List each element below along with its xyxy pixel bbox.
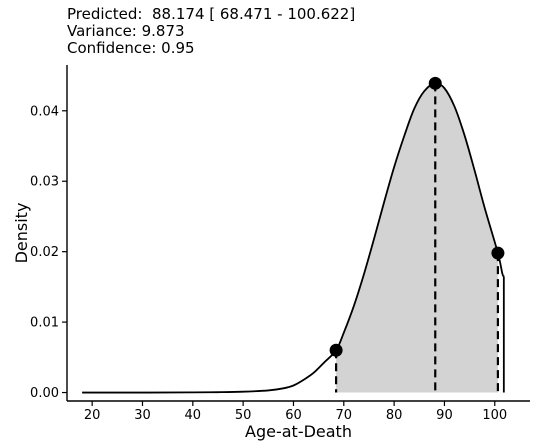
x-tick-label-40: 40 xyxy=(185,408,202,423)
marker-dash-layer xyxy=(334,83,500,393)
shaded-interval-area xyxy=(336,83,498,393)
x-tick-label-20: 20 xyxy=(84,408,101,423)
y-tick-label-4: 0.04 xyxy=(30,104,59,119)
x-tick-label-60: 60 xyxy=(285,408,302,423)
x-tick-label-90: 90 xyxy=(436,408,453,423)
marker-point-2 xyxy=(491,246,505,260)
x-tick-label-100: 100 xyxy=(482,408,507,423)
y-tick-label-2: 0.02 xyxy=(30,245,59,260)
y-tick-label-1: 0.01 xyxy=(30,316,59,331)
chart-header: Predicted: 88.174 [ 68.471 - 100.622] Va… xyxy=(67,6,355,57)
variance-text: Variance: 9.873 xyxy=(67,22,185,40)
y-axis-title: Density xyxy=(12,203,31,264)
y-tick-label-3: 0.03 xyxy=(30,175,59,190)
x-tick-label-30: 30 xyxy=(134,408,151,423)
density-curve-layer xyxy=(82,82,505,394)
x-tick-label-70: 70 xyxy=(336,408,353,423)
density-curve xyxy=(82,82,505,394)
x-axis-title: Age-at-Death xyxy=(245,422,352,441)
x-tick-label-50: 50 xyxy=(235,408,252,423)
axes: 20 30 40 50 60 70 80 90 100 0.00 0.01 0.02 0.03 0.04 xyxy=(30,65,530,423)
y-tick-label-0: 0.00 xyxy=(30,386,59,401)
marker-point-0 xyxy=(329,343,343,357)
x-tick-label-80: 80 xyxy=(386,408,403,423)
predicted-text: Predicted: 88.174 [ 68.471 - 100.622] xyxy=(67,5,356,23)
marker-point-1 xyxy=(428,76,442,90)
confidence-text: Confidence: 0.95 xyxy=(67,39,195,57)
shaded-interval-layer xyxy=(336,83,498,393)
marker-layer xyxy=(329,76,505,357)
